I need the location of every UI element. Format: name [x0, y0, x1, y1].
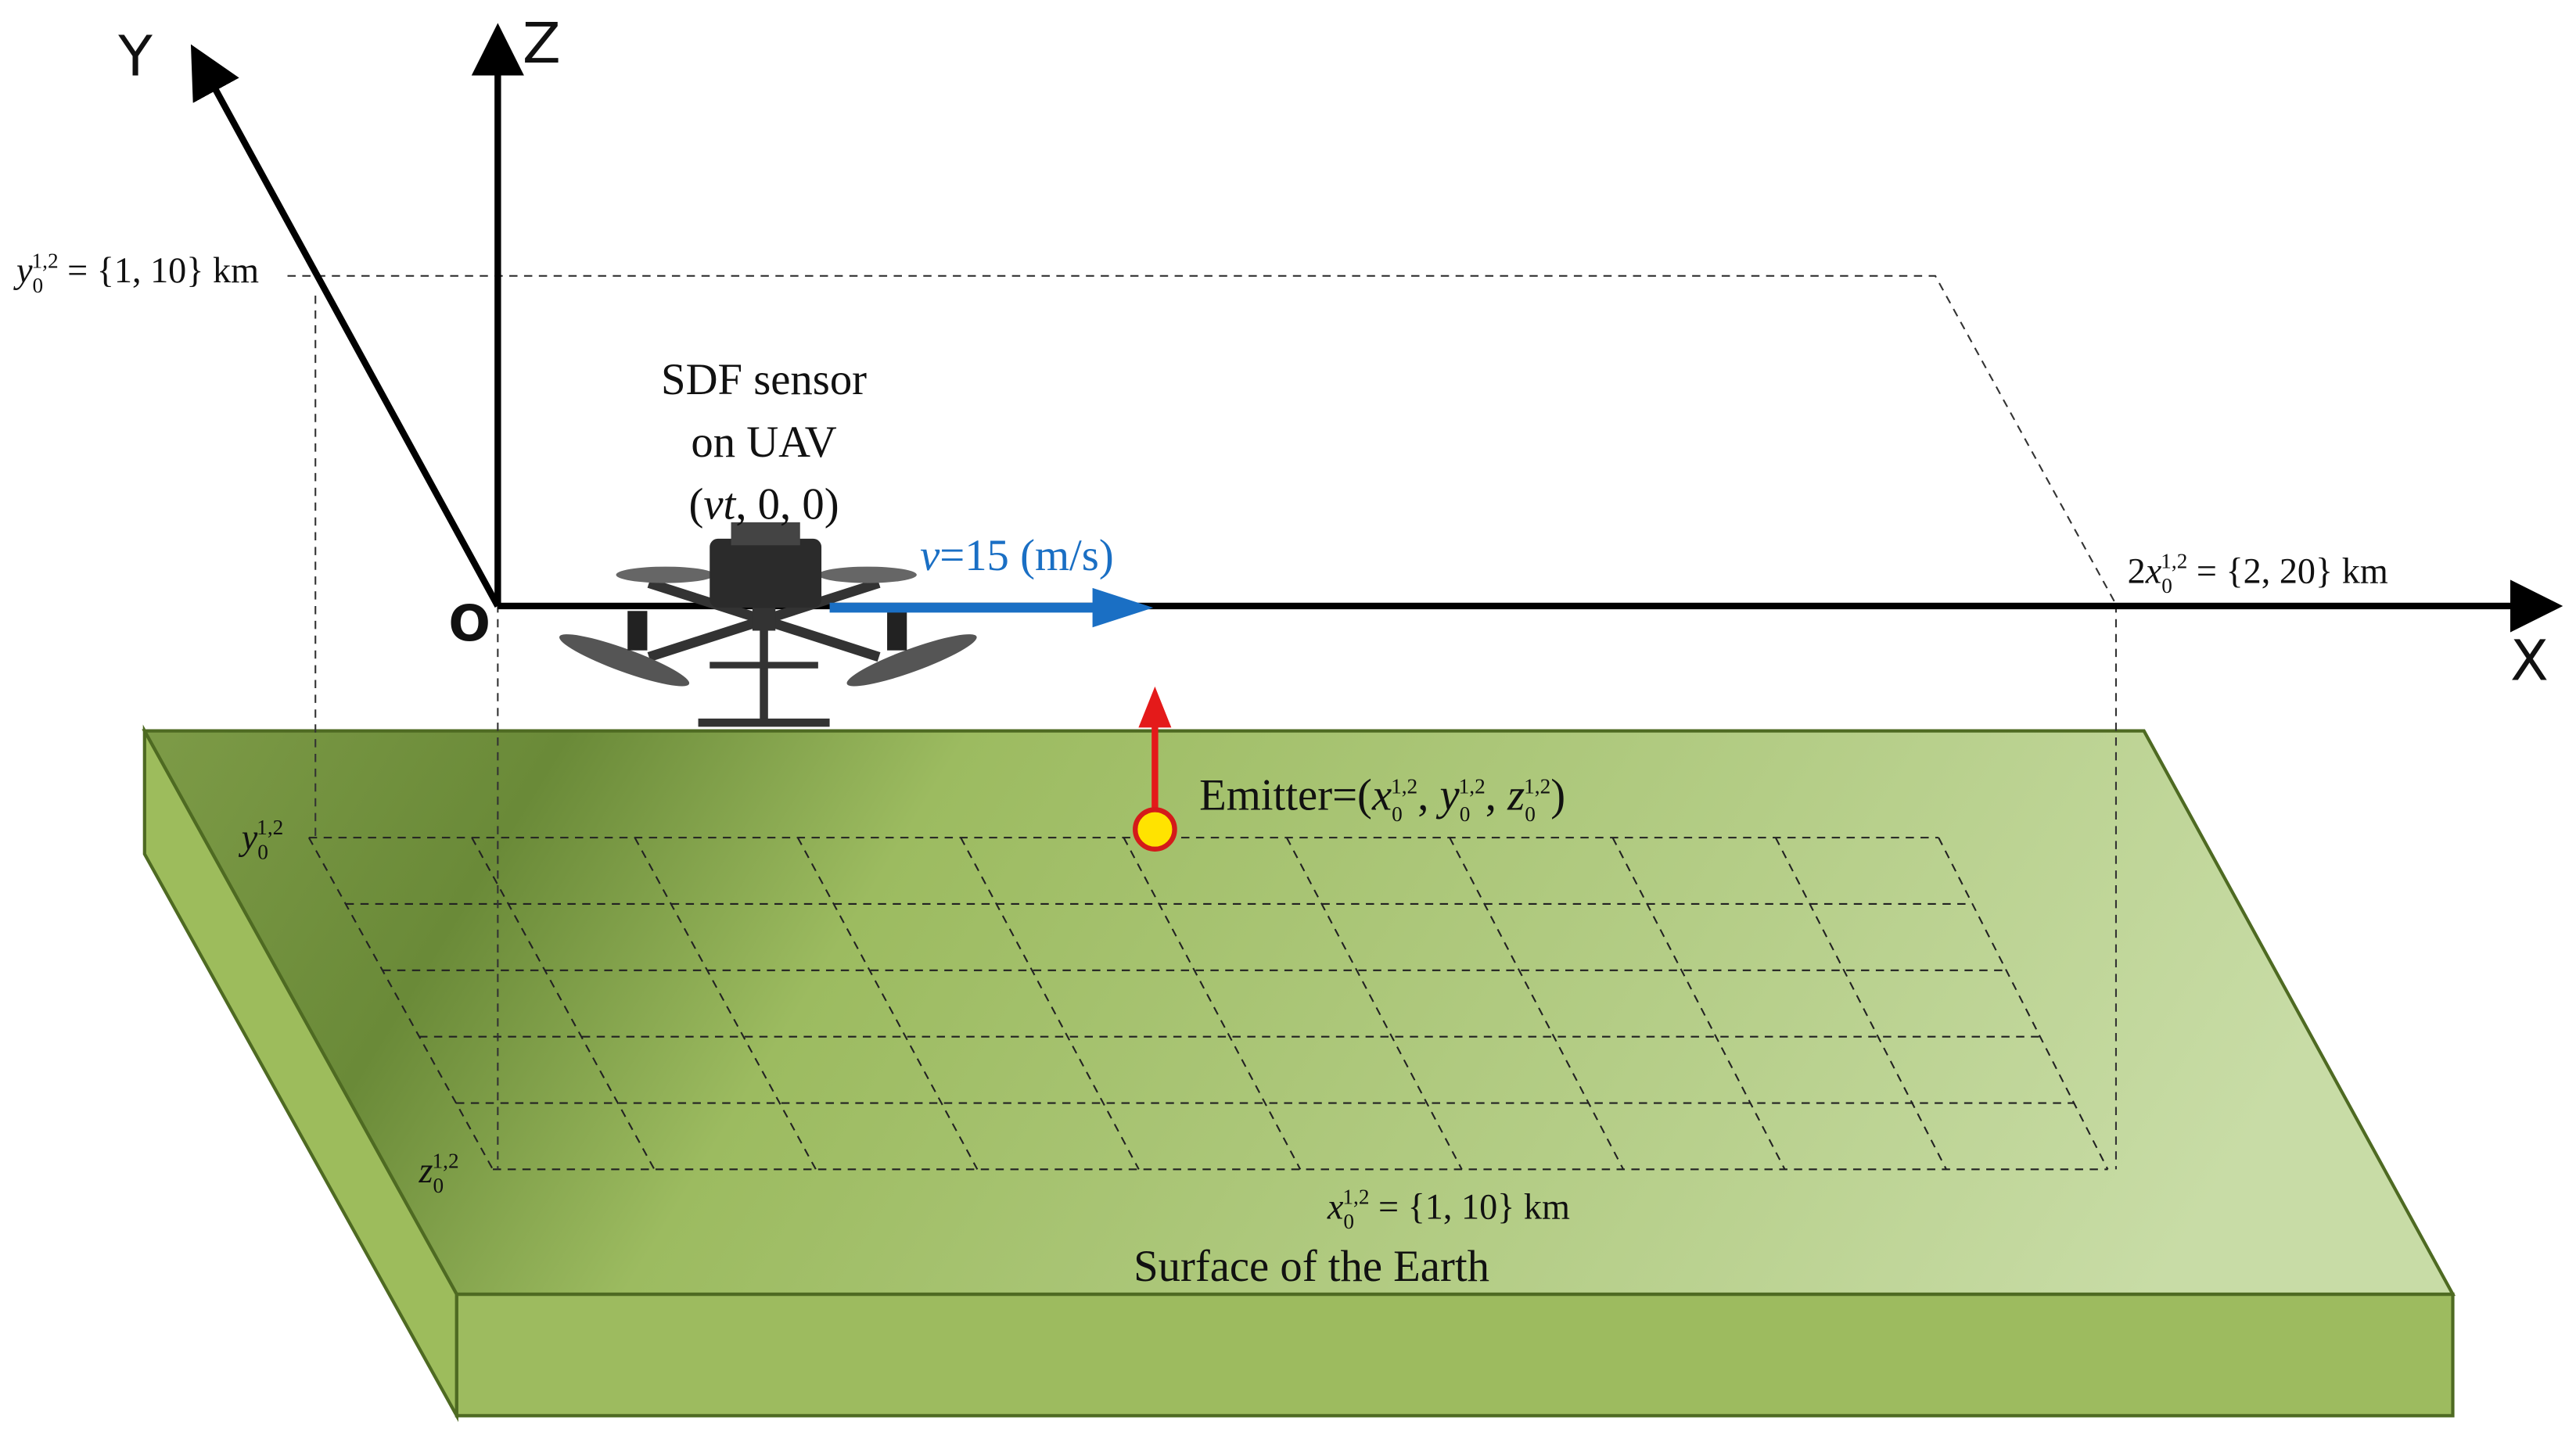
subscript: 0	[1392, 802, 1403, 826]
sensor-position: (vt, 0, 0)	[689, 480, 839, 529]
velocity-label: v=15 (m/s)	[920, 531, 1114, 580]
surface-label: Surface of the Earth	[1134, 1242, 1489, 1291]
grid-line	[1774, 837, 1947, 1170]
origin-label: O	[448, 595, 490, 652]
grid-line	[1449, 837, 1625, 1170]
text-run: ,	[1486, 770, 1507, 820]
text-run: = {2, 20} km	[2187, 551, 2387, 591]
x-span-label: 2x01,2 = {2, 20} km	[2128, 550, 2388, 598]
box-top	[287, 274, 2117, 605]
superscript: 1,2	[31, 249, 58, 272]
text-run: =15 (m/s)	[940, 531, 1113, 580]
grid-line	[1938, 837, 2109, 1170]
text-run: Emitter=(	[1199, 770, 1372, 820]
slab-top	[142, 729, 2456, 1297]
grid-line	[471, 837, 656, 1170]
z-axis-label: Z	[523, 11, 561, 76]
text-run: vt	[703, 480, 736, 529]
text-run: z	[1507, 770, 1525, 820]
text-run: = {1, 10} km	[1369, 1186, 1569, 1226]
grid-z-label: z01,2	[419, 1149, 459, 1197]
text-run: , 0, 0)	[735, 480, 839, 529]
projection-box	[287, 274, 2118, 1170]
velocity-arrowhead	[1092, 587, 1154, 628]
text-run: y	[239, 817, 258, 857]
slab-front	[454, 1292, 2455, 1418]
superscript: 1,2	[1391, 774, 1417, 798]
grid-line	[1123, 837, 1302, 1170]
subscript: 0	[257, 840, 268, 863]
y-axis	[190, 44, 501, 608]
text-run: x	[2145, 551, 2162, 591]
text-run: z	[419, 1150, 433, 1190]
grid-y-label: y01,2	[239, 816, 284, 864]
grid-line	[307, 837, 494, 1170]
emitter-arrowhead	[1138, 686, 1172, 728]
y-range-label: y01,2 = {1, 10} km	[13, 249, 259, 297]
text-run: (	[689, 480, 704, 529]
superscript: 1,2	[1524, 774, 1550, 798]
text-run: )	[1550, 770, 1565, 820]
subscript: 0	[1460, 802, 1471, 826]
x-axis-label: X	[2510, 628, 2549, 693]
uav	[559, 522, 977, 727]
sensor-label: on UAV	[691, 418, 836, 467]
text-run: v	[920, 531, 940, 580]
grid-line	[634, 837, 817, 1170]
subscript: 0	[433, 1174, 444, 1197]
text-run: 2	[2128, 551, 2146, 591]
text-run: x	[1371, 770, 1392, 820]
superscript: 1,2	[1342, 1185, 1369, 1208]
text-run: = {1, 10} km	[59, 250, 259, 290]
text-run: y	[13, 250, 33, 290]
superscript: 1,2	[2161, 550, 2187, 573]
superscript: 1,2	[1459, 774, 1486, 798]
superscript: 1,2	[432, 1149, 458, 1172]
grid-line	[1611, 837, 1786, 1170]
subscript: 0	[33, 274, 44, 297]
emitter-label: Emitter=(x01,2, y01,2, z01,2)	[1199, 770, 1565, 826]
superscript: 1,2	[257, 816, 283, 839]
grid-line	[1285, 837, 1463, 1170]
emitter	[1133, 807, 1177, 852]
x-range-label: x01,2 = {1, 10} km	[1327, 1185, 1570, 1233]
sensor-label: SDF sensor	[661, 355, 867, 404]
text-run: ,	[1417, 770, 1439, 820]
grid-line	[960, 837, 1140, 1170]
grid-line	[796, 837, 979, 1170]
text-run: y	[1436, 770, 1460, 820]
subscript: 0	[1525, 802, 1536, 826]
subscript: 0	[2161, 574, 2172, 597]
subscript: 0	[1343, 1210, 1354, 1233]
y-axis-label: Y	[117, 24, 153, 89]
text-run: x	[1327, 1186, 1344, 1226]
grid	[307, 837, 2109, 1171]
